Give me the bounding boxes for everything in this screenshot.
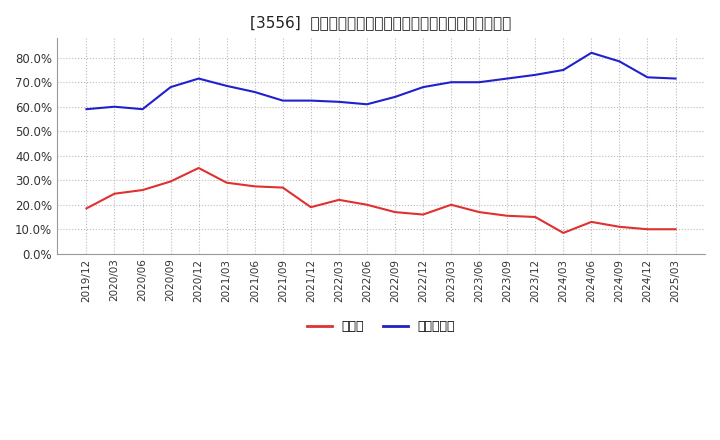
Legend: 現顔金, 有利子負債: 現顔金, 有利子負債 — [302, 315, 460, 338]
Title: [3556]  現顔金、有利子負債の総資産に対する比率の推移: [3556] 現顔金、有利子負債の総資産に対する比率の推移 — [251, 15, 512, 30]
